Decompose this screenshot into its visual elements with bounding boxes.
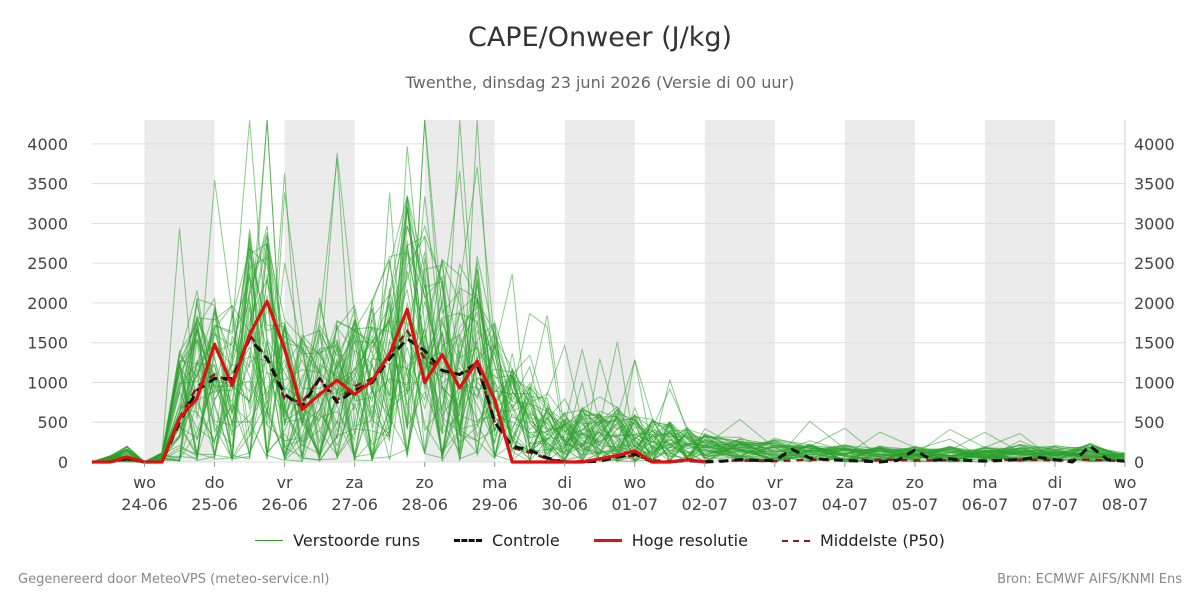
chart-title: CAPE/Onweer (J/kg): [467, 22, 732, 53]
x-tick-date: 01-07: [612, 495, 659, 514]
legend-swatch-ensemble: [255, 540, 284, 541]
y-tick-label-left: 2000: [27, 294, 68, 313]
ensemble-member-line: [91, 262, 1126, 463]
x-tick-day: do: [205, 473, 225, 492]
legend-label-hoge-resolutie: Hoge resolutie: [631, 531, 748, 550]
x-tick-day: ma: [972, 473, 997, 492]
y-tick-label-right: 0: [1134, 453, 1144, 472]
main-series: [92, 299, 1126, 464]
x-tick-date: 26-06: [261, 495, 308, 514]
x-tick-day: zo: [416, 473, 434, 492]
shaded-band: [564, 120, 635, 462]
x-tick-date: 30-06: [541, 495, 588, 514]
series-controle: [92, 337, 1126, 464]
legend-label-p50: Middelste (P50): [819, 531, 945, 550]
x-tick-day: vr: [277, 473, 293, 492]
legend-swatch-hoge-resolutie: [593, 539, 622, 542]
y-tick-label-right: 1500: [1134, 334, 1175, 353]
x-tick-date: 03-07: [752, 495, 799, 514]
y-tick-label-right: 1000: [1134, 373, 1175, 392]
y-tick-label-left: 3500: [27, 175, 68, 194]
x-tick-day: ma: [482, 473, 507, 492]
legend-item-p50: Middelste (P50): [781, 531, 945, 550]
legend-label-ensemble: Verstoorde runs: [293, 531, 421, 550]
x-tick-day: zo: [906, 473, 924, 492]
x-tick-date: 04-07: [822, 495, 869, 514]
legend-item-ensemble: Verstoorde runs: [255, 531, 420, 550]
y-tick-label-right: 2500: [1134, 254, 1175, 273]
x-tick-date: 08-07: [1102, 495, 1149, 514]
shaded-band: [844, 120, 915, 462]
legend-swatch-controle: [454, 539, 483, 542]
x-tick-date: 28-06: [401, 495, 448, 514]
x-tick-day: do: [695, 473, 715, 492]
x-tick-day: za: [346, 473, 364, 492]
series-hoge-resolutie: [92, 299, 706, 464]
x-tick-day: vr: [767, 473, 783, 492]
ensemble-lines: [91, 119, 1126, 463]
y-tick-label-left: 1000: [27, 373, 68, 392]
x-tick-date: 27-06: [331, 495, 378, 514]
legend-swatch-p50: [781, 539, 810, 542]
x-tick-day: di: [557, 473, 572, 492]
x-tick-day: wo: [623, 473, 646, 492]
y-tick-label-left: 3000: [27, 214, 68, 233]
y-tick-label-left: 2500: [27, 254, 68, 273]
shaded-band: [984, 120, 1055, 462]
ensemble-member-line: [91, 313, 1126, 463]
chart-subtitle: Twenthe, dinsdag 23 juni 2026 (Versie di…: [405, 73, 795, 92]
y-tick-label-right: 2000: [1134, 294, 1175, 313]
y-tick-label-right: 4000: [1134, 135, 1175, 154]
x-tick-date: 07-07: [1032, 495, 1079, 514]
x-tick-date: 24-06: [121, 495, 168, 514]
legend: Verstoorde runs Controle Hoge resolutie …: [0, 531, 1200, 550]
ensemble-member-line: [91, 119, 1126, 463]
x-tick-day: di: [1048, 473, 1063, 492]
footer-source: Bron: ECMWF AIFS/KNMI Ens: [997, 572, 1182, 587]
y-tick-label-left: 500: [37, 413, 68, 432]
y-tick-label-right: 3000: [1134, 214, 1175, 233]
y-tick-label-right: 500: [1134, 413, 1165, 432]
ensemble-member-line: [91, 338, 1126, 463]
x-tick-date: 06-07: [962, 495, 1009, 514]
y-tick-label-right: 3500: [1134, 175, 1175, 194]
y-tick-label-left: 0: [58, 453, 68, 472]
x-tick-date: 02-07: [682, 495, 729, 514]
footer-generated-by: Gegenereerd door MeteoVPS (meteo-service…: [18, 572, 330, 587]
shaded-band: [704, 120, 775, 462]
x-tick-day: za: [836, 473, 854, 492]
legend-label-controle: Controle: [492, 531, 560, 550]
legend-item-controle: Controle: [454, 531, 560, 550]
axes: 0 0 500 500 1000 1000 1500 1500 2000 2000 2500 2500…: [27, 120, 1175, 514]
cape-chart: 0 0 500 500 1000 1000 1500 1500 2000 2000 2500 2500…: [27, 119, 1175, 514]
y-tick-label-left: 4000: [27, 135, 68, 154]
legend-item-hoge-resolutie: Hoge resolutie: [593, 531, 748, 550]
x-tick-date: 29-06: [471, 495, 518, 514]
y-tick-label-left: 1500: [27, 334, 68, 353]
x-tick-date: 05-07: [892, 495, 939, 514]
x-tick-day: wo: [1114, 473, 1137, 492]
x-tick-date: 25-06: [191, 495, 238, 514]
ensemble-member-line: [91, 262, 1126, 463]
x-tick-day: wo: [133, 473, 156, 492]
